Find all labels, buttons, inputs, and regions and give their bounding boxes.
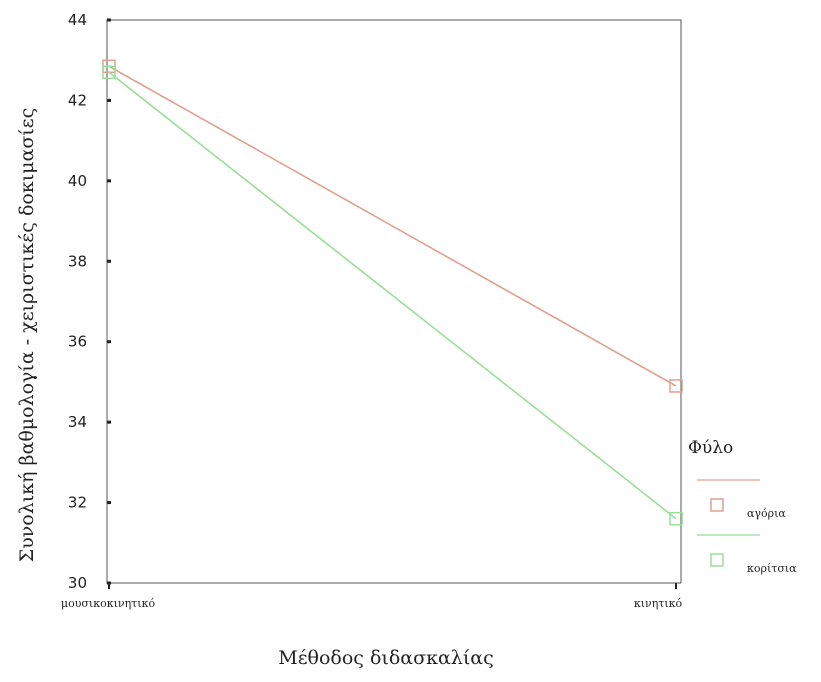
series-layer (102, 59, 683, 526)
y-tick-label: 40 (68, 172, 87, 190)
y-tick-label: 36 (68, 333, 87, 351)
x-tick-label: μουσικοκινητικό (61, 597, 156, 610)
y-tick-mark (107, 179, 111, 183)
y-tick-label: 30 (68, 574, 87, 592)
y-tick-label: 42 (68, 91, 87, 109)
y-axis-title: Συνολική βαθμολογία - χειριστικές δοκιμα… (16, 108, 38, 562)
x-axis-title: Μέθοδος διδασκαλίας (278, 647, 494, 669)
y-axis: 30 32 34 36 38 40 42 44 (68, 11, 111, 592)
y-tick-mark (107, 259, 111, 263)
y-tick-label: 32 (68, 494, 87, 512)
x-tick-label: κινητικό (634, 597, 683, 610)
legend-marker (710, 553, 724, 567)
series-marker (669, 511, 683, 526)
x-axis: μουσικοκινητικό κινητικό (61, 583, 683, 610)
y-tick-mark (107, 501, 111, 505)
series-line (108, 71, 677, 520)
series-marker (102, 65, 116, 80)
y-tick-label: 38 (68, 252, 87, 270)
y-tick-mark (107, 340, 111, 344)
plot-frame (106, 19, 682, 584)
legend-items: αγόρια κορίτσια (697, 479, 797, 575)
y-tick-label: 34 (68, 413, 87, 431)
plot-border (106, 19, 682, 584)
legend-item-label: κορίτσια (747, 562, 797, 575)
legend-item-label: αγόρια (747, 507, 786, 520)
series-marker (669, 379, 683, 393)
legend: Φύλο αγόρια κορίτσια (688, 438, 797, 575)
legend-marker (710, 498, 724, 512)
y-tick-label: 44 (68, 11, 87, 29)
legend-title: Φύλο (688, 438, 733, 458)
y-tick-mark (107, 18, 111, 22)
series-line (108, 65, 677, 387)
y-tick-mark (107, 420, 111, 424)
y-tick-mark (107, 98, 111, 102)
